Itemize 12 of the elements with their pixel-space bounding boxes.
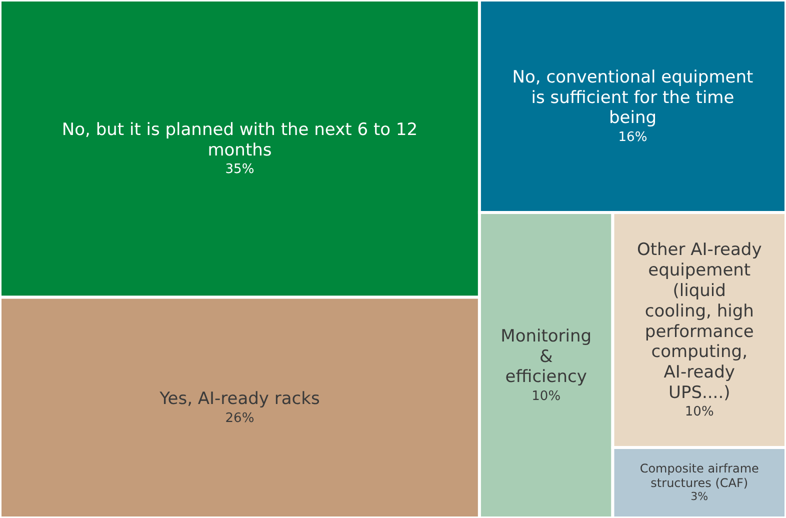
category-label: Monitoring & efficiency [500,326,592,388]
data-label: 26% [225,410,254,426]
data-label: 16% [618,130,648,145]
category-label: Other AI-ready equipement (liquid cooling, high performance computing, AI-ready UPS....) [636,240,762,403]
category-label: Composite airframe structures (CAF) [640,461,759,490]
data-label: 10% [532,388,561,404]
category-label: Yes, AI-ready racks [158,389,320,410]
data-label: 10% [684,404,714,420]
data-label: 3% [690,490,708,504]
data-label: 35% [225,162,254,178]
category-label: No, conventional equipment is sufficient for the time being [512,67,754,128]
category-label: No, but it is planned with the next 6 to 12 months [62,120,418,160]
